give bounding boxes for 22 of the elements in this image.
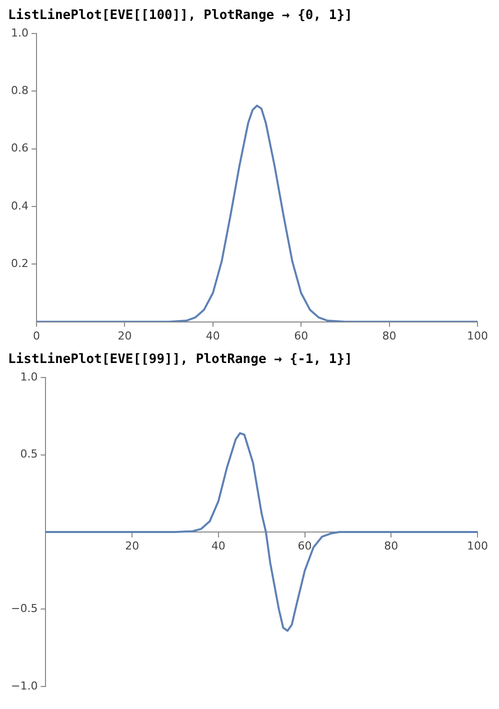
y-tick-label: 0.5 (20, 448, 38, 461)
chart-title: ListLinePlot[EVE[[99]], PlotRange → {-1, 1}] (8, 352, 352, 368)
x-tick-label: 20 (118, 329, 132, 342)
x-tick-label: 40 (211, 539, 226, 552)
x-tick-label: 60 (294, 329, 308, 342)
x-tick-label: 80 (384, 539, 398, 552)
y-tick-label: 1.0 (20, 370, 38, 384)
y-tick-label: 0.6 (10, 142, 28, 155)
y-tick-label: 0.8 (10, 84, 28, 98)
y-tick-label: 1.0 (10, 26, 28, 40)
x-tick-label: 80 (382, 329, 396, 342)
y-tick-label: −0.5 (10, 602, 38, 616)
y-tick-label: 0.4 (10, 199, 28, 212)
x-tick-label: 100 (467, 329, 488, 342)
x-tick-label: 100 (467, 539, 488, 552)
chart-title: ListLinePlot[EVE[[100]], PlotRange → {0, 1}] (8, 8, 352, 24)
x-tick-label: 0 (32, 329, 40, 342)
x-tick-label: 40 (206, 329, 220, 342)
y-tick-label: −1.0 (10, 679, 38, 692)
x-tick-label: 60 (298, 539, 312, 552)
x-tick-label: 20 (125, 539, 140, 552)
y-tick-label: 0.2 (10, 257, 28, 270)
